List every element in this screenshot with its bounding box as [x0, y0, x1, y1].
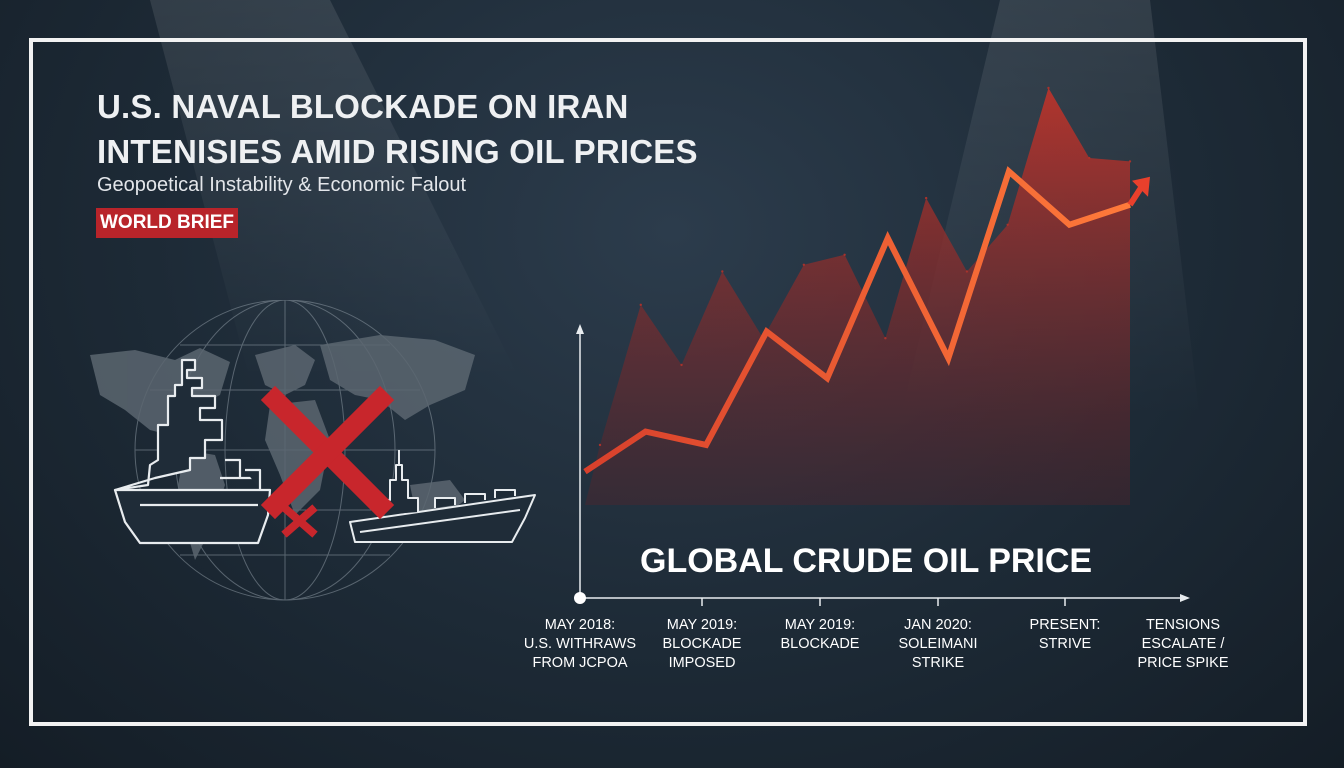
warship-icon: [113, 358, 272, 545]
headline-line-2: INTENISIES AMID RISING OIL PRICES: [97, 133, 698, 170]
timeline-label-line: MAY 2019:: [666, 617, 738, 633]
price-spike-point: [1006, 223, 1009, 226]
timeline-label-line: STRIKE: [911, 655, 965, 671]
chart-title: GLOBAL CRUDE OIL PRICE: [640, 542, 1093, 580]
timeline-label: MAY 2018: U.S. WITHRAWS FROM JCPOA: [510, 616, 650, 673]
price-spike-point: [965, 270, 969, 273]
timeline-label: MAY 2019: BLOCKADE: [750, 616, 890, 654]
blockade-illustration: [90, 300, 536, 601]
timeline-label-line: IMPOSED: [668, 655, 736, 671]
price-spike-point: [1088, 156, 1091, 160]
price-spike-point: [1128, 160, 1132, 163]
timeline-label: JAN 2020: SOLEIMANI STRIKE: [868, 616, 1008, 673]
timeline-label: TENSIONS ESCALATE / PRICE SPIKE: [1113, 616, 1253, 673]
price-spike-point: [639, 303, 642, 307]
content-frame: [29, 38, 1307, 726]
trend-arrow-head: [1132, 176, 1150, 197]
trend-arrow-shaft: [1127, 186, 1144, 207]
timeline-label-line: MAY 2018:: [544, 617, 616, 633]
timeline-label-line: BLOCKADE: [662, 636, 742, 652]
headline-line-1: U.S. NAVAL BLOCKADE ON IRAN: [97, 88, 629, 125]
price-spike-point: [843, 253, 846, 256]
price-spike-point: [924, 196, 928, 200]
price-line: [583, 166, 1131, 475]
timeline-label: PRESENT: STRIVE: [995, 616, 1135, 654]
timeline-label-line: JAN 2020:: [904, 617, 972, 633]
timeline-label-line: MAY 2019:: [784, 617, 856, 633]
timeline-label-line: PRICE SPIKE: [1137, 655, 1229, 671]
price-spike-point: [884, 337, 887, 340]
timeline-label-line: PRESENT:: [1029, 617, 1101, 633]
timeline-label-line: U.S. WITHRAWS: [523, 636, 637, 652]
blockade-x-icon: [260, 385, 395, 538]
price-spike-point: [598, 443, 602, 447]
timeline-label-line: STRIVE: [1038, 636, 1092, 652]
headline: U.S. NAVAL BLOCKADE ON IRAN INTENISIES A…: [97, 84, 698, 174]
timeline-label-line: FROM JCPOA: [532, 655, 628, 671]
price-area: [585, 88, 1130, 505]
timeline-label-line: TENSIONS: [1145, 617, 1221, 633]
y-axis-arrowhead: [576, 324, 584, 334]
timeline-label: MAY 2019: BLOCKADE IMPOSED: [632, 616, 772, 673]
timeline-label-line: BLOCKADE: [780, 636, 860, 652]
timeline-label-line: ESCALATE /: [1141, 636, 1225, 652]
subtitle: Geopoetical Instability & Economic Falou…: [97, 174, 467, 196]
x-axis-arrowhead: [1180, 594, 1190, 602]
price-spike-point: [802, 263, 806, 267]
timeline-origin-dot: [574, 592, 586, 604]
timeline-label-line: SOLEIMANI: [898, 636, 978, 652]
price-spike-point: [1047, 86, 1050, 90]
world-brief-badge: WORLD BRIEF: [96, 208, 239, 238]
price-spike-point: [721, 270, 724, 273]
price-spike-point: [680, 363, 683, 367]
